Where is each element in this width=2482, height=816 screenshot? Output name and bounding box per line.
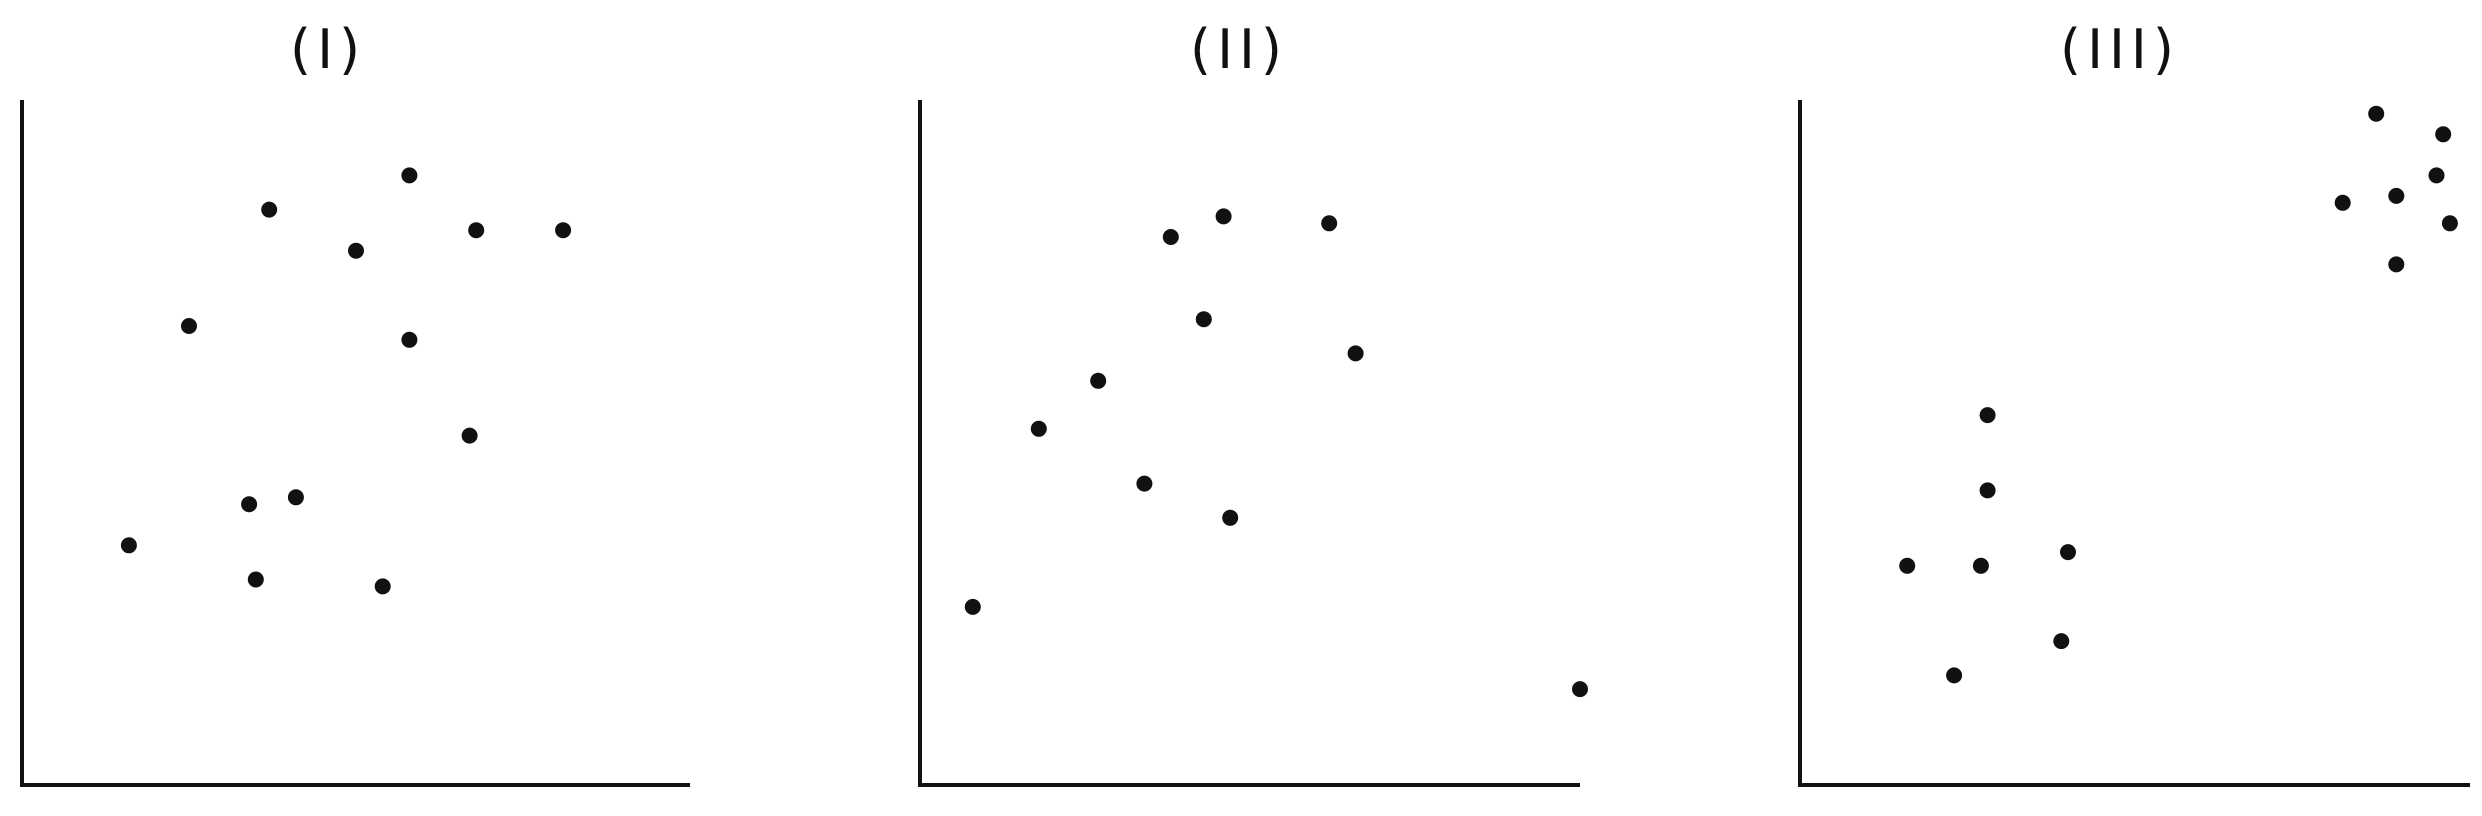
panel-3-point-9 xyxy=(2388,188,2404,204)
panel-2-plot xyxy=(880,0,1620,816)
panel-2-point-11 xyxy=(1222,510,1238,526)
panel-3-point-13 xyxy=(2429,167,2445,183)
panel-3-point-14 xyxy=(2442,215,2458,231)
panel-1-point-9 xyxy=(555,222,571,238)
panel-2-point-2 xyxy=(1031,421,1047,437)
panel-3-point-2 xyxy=(1946,667,1962,683)
panel-1-point-4 xyxy=(348,243,364,259)
panel-2-point-3 xyxy=(1090,373,1106,389)
panel-3-point-1 xyxy=(1899,558,1915,574)
panel-1-point-2 xyxy=(181,318,197,334)
panel-1-point-13 xyxy=(375,578,391,594)
panel-1-point-3 xyxy=(261,202,277,218)
panel-2-point-6 xyxy=(1196,311,1212,327)
panel-1-plot xyxy=(0,0,720,816)
panel-1-point-5 xyxy=(288,489,304,505)
panel-3-point-8 xyxy=(2335,195,2351,211)
panel-2-point-7 xyxy=(1216,208,1232,224)
panel-3-point-12 xyxy=(2435,126,2451,142)
panel-3-point-11 xyxy=(2368,106,2384,122)
panel-3-point-5 xyxy=(1980,407,1996,423)
panel-3-point-3 xyxy=(1973,558,1989,574)
panel-3-plot xyxy=(1760,0,2482,816)
panel-1-point-1 xyxy=(121,537,137,553)
scatter-panel-1: (I) xyxy=(0,0,720,816)
panel-2-point-1 xyxy=(965,599,981,615)
panel-3-point-4 xyxy=(1980,482,1996,498)
panel-1-point-6 xyxy=(401,167,417,183)
panel-2-point-10 xyxy=(1572,681,1588,697)
panel-1-point-12 xyxy=(248,572,264,588)
scatter-panel-3: (III) xyxy=(1760,0,2482,816)
panel-1-point-8 xyxy=(468,222,484,238)
panel-2-point-8 xyxy=(1321,215,1337,231)
panel-2-point-9 xyxy=(1348,345,1364,361)
panel-1-point-7 xyxy=(401,332,417,348)
panel-1-point-11 xyxy=(241,496,257,512)
panel-3-point-6 xyxy=(2060,544,2076,560)
panel-2-point-5 xyxy=(1163,229,1179,245)
scatter-panel-2: (II) xyxy=(880,0,1620,816)
panel-1-point-10 xyxy=(462,428,478,444)
panel-3-point-10 xyxy=(2388,256,2404,272)
panel-2-point-4 xyxy=(1136,476,1152,492)
panel-3-point-7 xyxy=(2053,633,2069,649)
